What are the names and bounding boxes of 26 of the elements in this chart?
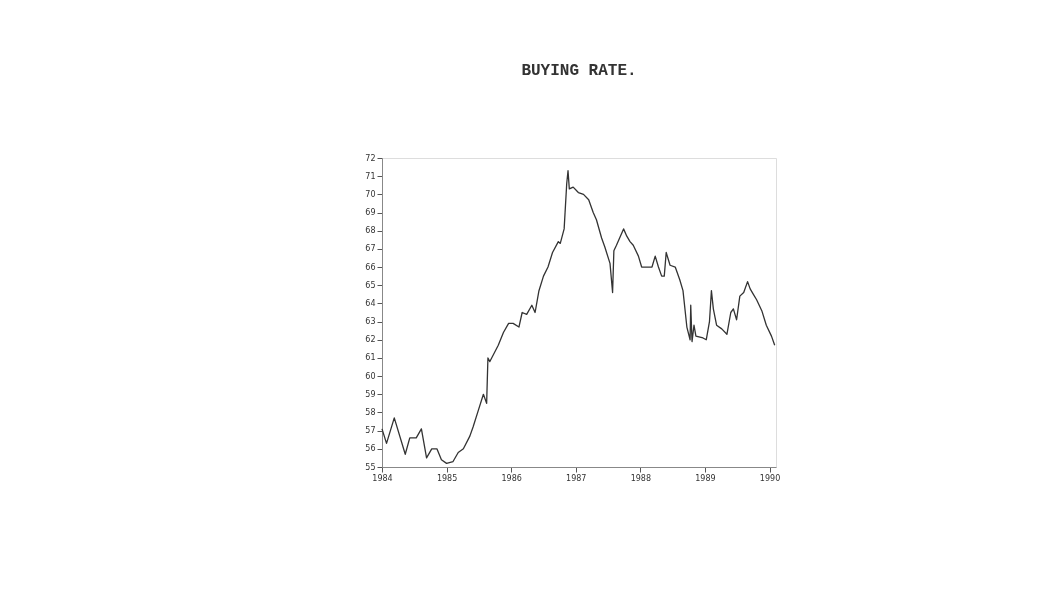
x-tick-label: 1987 — [566, 473, 587, 483]
x-tick-label: 1984 — [372, 473, 393, 483]
x-tick-label: 1989 — [695, 473, 716, 483]
x-tick-label: 1986 — [501, 473, 522, 483]
y-tick-label: 59 — [365, 389, 376, 399]
y-tick-label: 61 — [365, 353, 376, 363]
y-tick-label: 57 — [365, 426, 376, 436]
y-tick-label: 70 — [365, 189, 376, 199]
chart-title: BUYING RATE. — [521, 62, 637, 80]
y-tick-label: 69 — [365, 208, 376, 218]
y-tick-label: 64 — [365, 298, 376, 308]
y-tick-label: 68 — [365, 226, 376, 236]
y-tick-label: 55 — [365, 462, 376, 472]
y-tick-label: 66 — [365, 262, 376, 272]
y-tick-label: 58 — [365, 407, 376, 417]
y-tick-label: 63 — [365, 317, 376, 327]
y-tick-label: 72 — [365, 153, 376, 163]
y-tick-label: 71 — [365, 171, 376, 181]
y-tick-label: 65 — [365, 280, 376, 290]
x-tick-label: 1990 — [759, 473, 781, 483]
x-tick-label: 1985 — [436, 473, 458, 483]
x-tick-label: 1988 — [630, 473, 652, 483]
y-tick-label: 62 — [365, 335, 376, 345]
y-tick-label: 67 — [365, 244, 376, 254]
y-tick-label: 60 — [365, 371, 376, 381]
y-tick-label: 56 — [365, 444, 376, 454]
